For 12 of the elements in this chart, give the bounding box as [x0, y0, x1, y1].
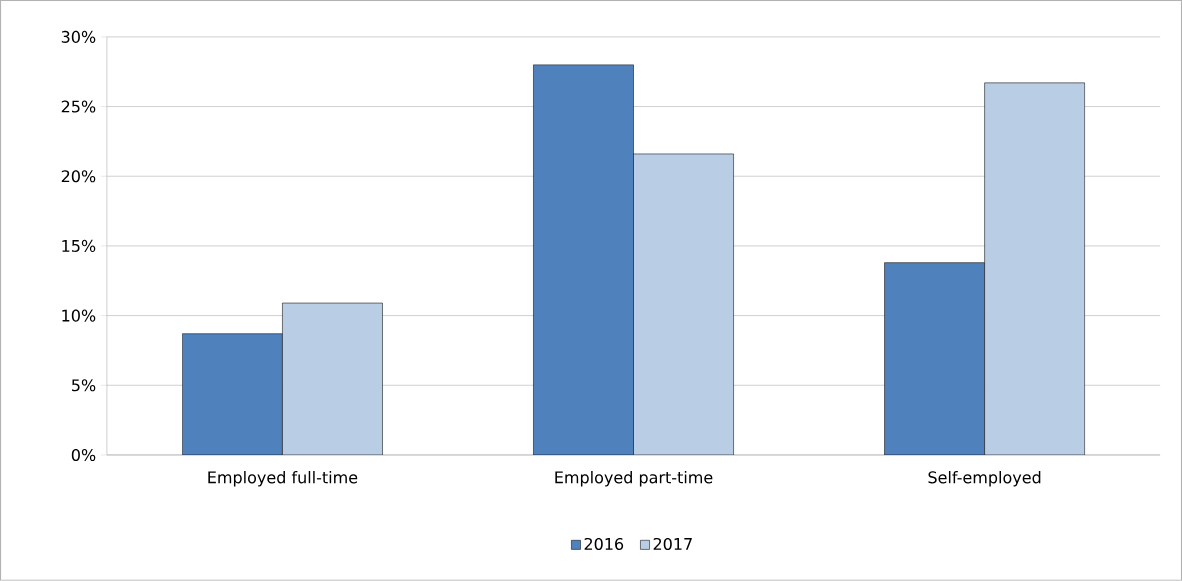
legend-label: 2016: [584, 537, 624, 551]
y-tick-label: 15%: [62, 239, 96, 253]
y-tick-label: 5%: [72, 379, 96, 392]
x-tick-label: Employed part-time: [555, 471, 713, 487]
y-tick-label: 10%: [62, 309, 96, 322]
x-tick-label: Employed full-time: [208, 471, 358, 487]
legend-label: 2017: [653, 537, 692, 551]
y-tick-label: 0%: [71, 448, 96, 462]
y-tick-label: 30%: [61, 30, 96, 43]
y-tick-label: 20%: [61, 170, 96, 183]
y-tick-label: 25%: [61, 100, 96, 113]
x-tick-label: Self-employed: [928, 471, 1041, 487]
